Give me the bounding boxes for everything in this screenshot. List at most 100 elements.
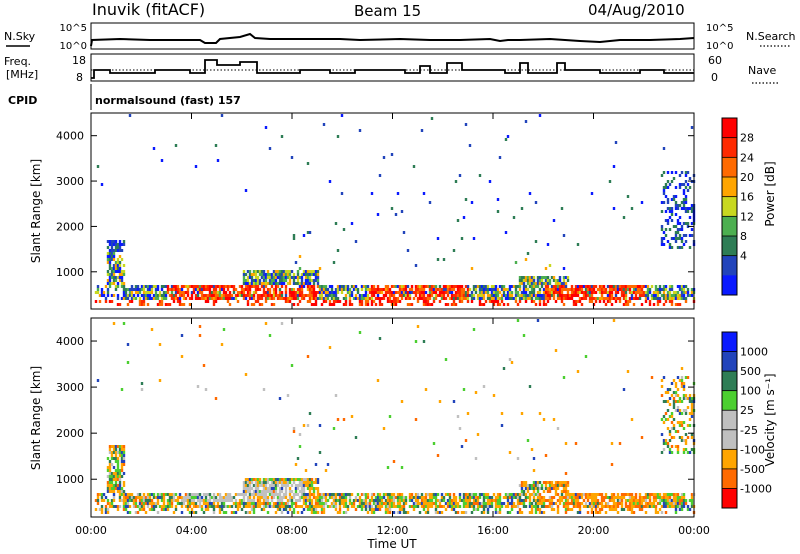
echo-cell [108, 478, 112, 481]
echo-cell [164, 297, 168, 300]
echo-cell [332, 261, 336, 264]
echo-cell [488, 297, 492, 300]
echo-cell [556, 511, 560, 514]
echo-cell [378, 288, 382, 291]
echo-cell [342, 288, 346, 291]
echo-cell [392, 496, 396, 499]
echo-cell [408, 297, 412, 300]
echo-cell [462, 288, 466, 291]
echo-cell [458, 174, 462, 177]
echo-cell [586, 496, 590, 499]
echo-cell [334, 291, 338, 294]
echo-cell [264, 490, 268, 493]
echo-cell [158, 505, 162, 508]
echo-cell [294, 499, 298, 502]
echo-cell [560, 300, 564, 303]
echo-cell [666, 496, 670, 499]
echo-cell [118, 273, 122, 276]
echo-cell [98, 493, 102, 496]
echo-cell [386, 288, 390, 291]
echo-cell [590, 496, 594, 499]
echo-cell [244, 285, 248, 288]
echo-cell [288, 279, 292, 282]
colorbar-segment [722, 177, 737, 198]
echo-cell [670, 451, 674, 454]
echo-cell [250, 303, 254, 306]
echo-cell [312, 487, 316, 490]
echo-cell [334, 508, 338, 511]
echo-cell [678, 499, 682, 502]
echo-cell [690, 288, 694, 291]
echo-cell [258, 297, 262, 300]
echo-cell [504, 231, 508, 234]
echo-cell [602, 300, 606, 303]
echo-cell [130, 493, 134, 496]
echo-cell [350, 222, 354, 225]
echo-cell [570, 496, 574, 499]
echo-cell [534, 484, 538, 487]
echo-cell [246, 285, 250, 288]
echo-cell [536, 493, 540, 496]
echo-cell [160, 505, 164, 508]
echo-cell [538, 282, 542, 285]
echo-cell [250, 282, 254, 285]
freq-left-tick-bottom: 8 [76, 71, 83, 84]
echo-cell [234, 294, 238, 297]
echo-cell [492, 303, 496, 306]
echo-cell [446, 505, 450, 508]
x-tick-label: 16:00 [477, 524, 509, 537]
echo-cell [556, 493, 560, 496]
echo-cell [322, 508, 326, 511]
echo-cell [526, 288, 530, 291]
echo-cell [132, 297, 136, 300]
echo-cell [312, 297, 316, 300]
echo-cell [480, 291, 484, 294]
echo-cell [430, 496, 434, 499]
echo-cell [506, 291, 510, 294]
echo-cell [680, 291, 684, 294]
echo-cell [116, 243, 120, 246]
echo-cell [292, 427, 296, 430]
echo-cell [568, 508, 572, 511]
echo-cell [634, 291, 638, 294]
echo-cell [500, 300, 504, 303]
echo-cell [530, 448, 534, 451]
echo-cell [444, 508, 448, 511]
echo-cell [292, 478, 296, 481]
echo-cell [676, 430, 680, 433]
echo-cell [472, 288, 476, 291]
echo-cell [436, 237, 440, 240]
echo-cell [164, 285, 168, 288]
echo-cell [678, 297, 682, 300]
echo-cell [212, 511, 216, 514]
echo-cell [432, 442, 436, 445]
echo-cell [552, 297, 556, 300]
echo-cell [670, 415, 674, 418]
echo-cell [252, 285, 256, 288]
echo-cell [446, 303, 450, 306]
echo-cell [108, 243, 112, 246]
echo-cell [430, 303, 434, 306]
echo-cell [586, 285, 590, 288]
echo-cell [296, 499, 300, 502]
echo-cell [100, 511, 104, 514]
echo-cell [470, 502, 474, 505]
echo-cell [140, 285, 144, 288]
echo-cell [678, 183, 682, 186]
echo-cell [548, 481, 552, 484]
y-tick-label: 3000 [56, 175, 84, 188]
echo-cell [220, 114, 224, 117]
echo-cell [560, 291, 564, 294]
echo-cell [636, 291, 640, 294]
echo-cell [404, 496, 408, 499]
echo-cell [680, 288, 684, 291]
echo-cell [670, 445, 674, 448]
echo-cell [134, 288, 138, 291]
echo-cell [528, 505, 532, 508]
echo-cell [644, 297, 648, 300]
echo-cell [324, 499, 328, 502]
echo-cell [560, 481, 564, 484]
echo-cell [440, 493, 444, 496]
echo-cell [162, 285, 166, 288]
echo-cell [108, 481, 112, 484]
